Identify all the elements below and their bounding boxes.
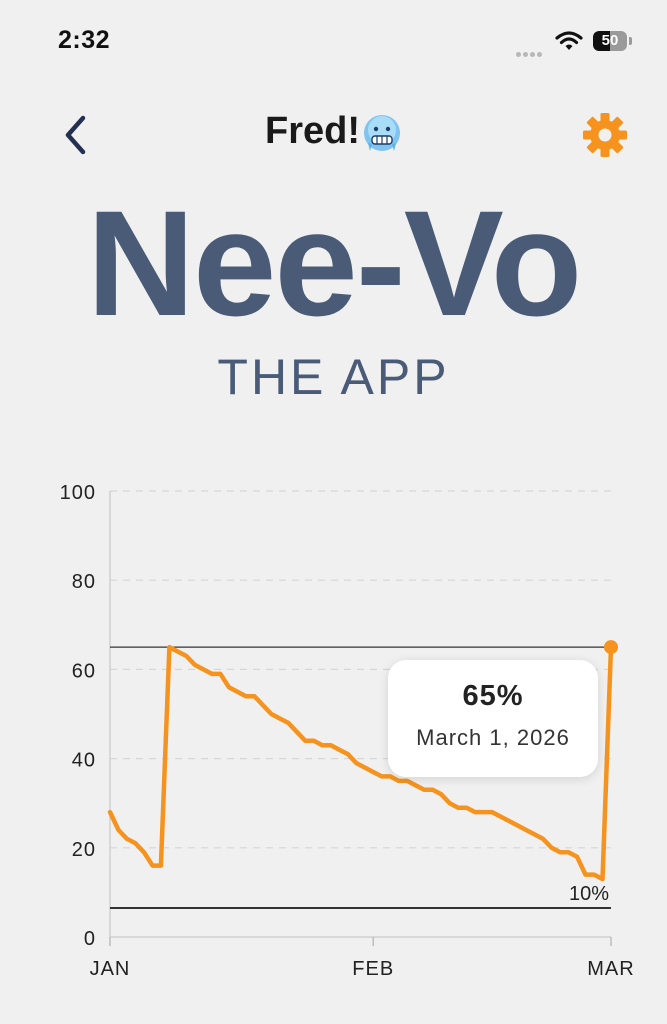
page-title: Fred! <box>0 110 667 153</box>
y-tick-label: 20 <box>72 839 96 861</box>
wifi-icon <box>555 31 583 50</box>
x-tick-label: JAN <box>90 958 131 980</box>
freezing-face-emoji <box>364 114 400 151</box>
status-time: 2:32 <box>58 26 111 54</box>
y-tick-label: 0 <box>84 928 96 950</box>
page-title-text: Fred! <box>265 110 360 152</box>
battery-level-chart[interactable]: 0 20 40 60 80 100 JAN FEB MAR 10% <box>0 470 667 1000</box>
highlight-point <box>604 640 618 655</box>
x-tick-label: FEB <box>352 958 394 980</box>
series-line <box>107 644 614 882</box>
chevron-left-icon <box>65 115 86 155</box>
y-tick-label: 80 <box>72 571 96 593</box>
tooltip-date: March 1, 2026 <box>416 725 570 750</box>
y-tick-label: 60 <box>72 660 96 682</box>
signal-dots-icon <box>516 44 548 57</box>
gear-icon <box>583 113 627 157</box>
y-tick-label: 40 <box>72 750 96 772</box>
y-tick-label: 100 <box>60 482 96 504</box>
settings-button[interactable] <box>582 112 628 158</box>
battery-icon: 50 <box>593 31 633 53</box>
status-bar: 2:32 50 <box>0 0 667 80</box>
reference-line-label: 10% <box>569 883 609 905</box>
app-tagline: THE APP <box>217 349 450 405</box>
tooltip-value: 65% <box>462 680 524 712</box>
battery-label: 50 <box>601 32 619 49</box>
x-tick-label: MAR <box>587 958 634 980</box>
back-button[interactable] <box>58 112 94 158</box>
app-logo: Nee-Vo <box>86 179 583 347</box>
chart-tooltip: 65% March 1, 2026 <box>388 660 598 777</box>
